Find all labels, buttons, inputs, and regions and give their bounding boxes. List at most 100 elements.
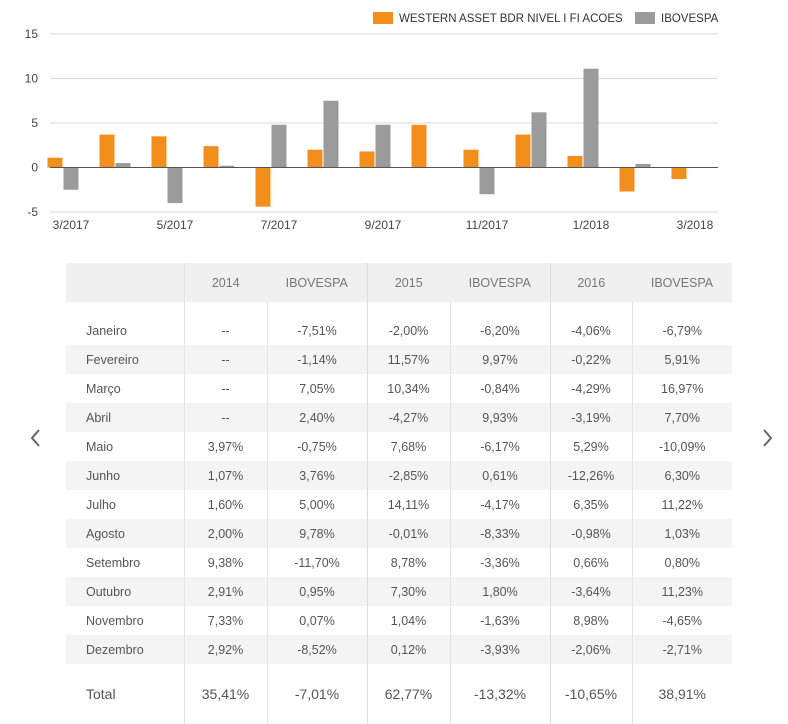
value-cell: -0,01% [366,519,450,548]
table-row: Outubro 2,91% 0,95% 7,30% 1,80% -3,64% 11,23% [66,577,732,606]
header-2015: 2015 [366,263,450,302]
fund-bar-3-2017 [47,157,63,168]
previous-page-button[interactable] [26,426,46,450]
ibovespa-bar-7-2017 [271,124,287,168]
value-cell: 5,91% [631,345,732,374]
value-cell: 0,80% [631,548,732,577]
chart-legend: WESTERN ASSET BDR NIVEL I FI ACOES IBOVES… [373,12,719,25]
value-cell: 0,07% [266,606,367,635]
ibovespa-bar-11-2017 [479,167,495,195]
value-cell: -0,98% [549,519,632,548]
value-cell: 2,00% [183,519,267,548]
month-cell: Setembro [86,555,141,570]
next-page-button[interactable] [757,426,777,450]
total-value-cell: -13,32% [449,664,550,724]
table-row: Agosto 2,00% 9,78% -0,01% -8,33% -0,98% 1,03% [66,519,732,548]
fund-bar-12-2017 [515,134,531,168]
value-cell: -4,65% [631,606,732,635]
table-row: Novembro 7,33% 0,07% 1,04% -1,63% 8,98% -4,65% [66,606,732,635]
value-cell: -12,26% [549,461,632,490]
y-tick-label: 10 [25,72,39,86]
table-spacer [66,302,732,316]
y-tick-label: 0 [31,161,38,175]
month-cell: Junho [66,461,184,490]
value-cell: -10,09% [631,432,732,461]
table-row: Março -- 7,05% 10,34% -0,84% -4,29% 16,97% [66,374,732,403]
value-cell: -1,14% [266,345,367,374]
y-tick-label: -5 [27,205,38,219]
x-axis: 3/2017 5/2017 7/2017 9/2017 11/2017 1/2018 3/2… [53,218,714,232]
total-value-cell: -10,65% [549,664,632,724]
chevron-left-icon [30,429,40,447]
x-tick-label: 5/2017 [157,218,194,232]
value-cell: 0,12% [366,635,450,664]
fund-bar-9-2017 [359,151,375,168]
legend-label-fund: WESTERN ASSET BDR NIVEL I FI ACOES [399,13,623,25]
total-value-cell: 35,41% [183,664,267,724]
fund-bar-11-2017 [463,149,479,168]
header-ibovespa-2016: IBOVESPA [632,263,732,302]
value-cell: 5,00% [266,490,367,519]
month-cell: Março [86,381,121,396]
total-label: Total [86,686,116,702]
fund-bar-3-2018 [671,167,687,180]
value-cell: -11,70% [266,548,367,577]
month-cell: Abril [66,403,184,432]
value-cell: -4,06% [549,316,632,345]
table-row: Maio 3,97% -0,75% 7,68% -6,17% 5,29% -10,09% [66,432,732,461]
ibovespa-bar-8-2017 [323,100,339,168]
value-cell: 9,97% [449,345,550,374]
value-cell: 5,29% [549,432,632,461]
value-cell: 16,97% [631,374,732,403]
value-cell: 1,07% [183,461,267,490]
legend-label-ibovespa: IBOVESPA [661,13,719,25]
value-cell: 0,95% [266,577,367,606]
table-row: Abril -- 2,40% -4,27% 9,93% -3,19% 7,70% [66,403,732,432]
value-cell: -3,36% [449,548,550,577]
total-value-cell: 38,91% [631,664,732,724]
header-month [66,263,184,302]
value-cell: -4,29% [549,374,632,403]
value-cell: -8,33% [449,519,550,548]
value-cell: 7,33% [183,606,267,635]
value-cell: 3,97% [183,432,267,461]
x-tick-label: 9/2017 [365,218,402,232]
value-cell: -- [183,403,267,432]
value-cell: 0,61% [449,461,550,490]
value-cell: -4,27% [366,403,450,432]
header-2016: 2016 [549,263,632,302]
table-row: Dezembro 2,92% -8,52% 0,12% -3,93% -2,06% -2,7… [66,635,732,664]
value-cell: -4,17% [449,490,550,519]
value-cell: -- [183,374,267,403]
monthly-returns-table-container: 2014 IBOVESPA 2015 IBOVESPA 2016 IBOVESP… [66,263,732,724]
month-cell: Fevereiro [66,345,184,374]
total-value-cell: -7,01% [266,664,367,724]
value-cell: -1,63% [449,606,550,635]
ibovespa-bar-3-2017 [63,167,79,190]
value-cell: 0,66% [549,548,632,577]
table-header-row: 2014 IBOVESPA 2015 IBOVESPA 2016 IBOVESP… [66,263,732,302]
value-cell: 2,40% [266,403,367,432]
value-cell: 11,23% [631,577,732,606]
value-cell: 6,30% [631,461,732,490]
value-cell: -0,22% [549,345,632,374]
y-tick-label: 5 [31,116,38,130]
value-cell: 7,68% [366,432,450,461]
value-cell: 11,57% [366,345,450,374]
value-cell: 8,98% [549,606,632,635]
month-cell: Novembro [86,613,144,628]
value-cell: -2,00% [366,316,450,345]
value-cell: -2,06% [549,635,632,664]
value-cell: -0,84% [449,374,550,403]
value-cell: 11,22% [631,490,732,519]
value-cell: 2,91% [183,577,267,606]
value-cell: 1,80% [449,577,550,606]
y-tick-label: 15 [25,27,39,41]
value-cell: 9,38% [183,548,267,577]
value-cell: 8,78% [366,548,450,577]
month-cell: Agosto [66,519,184,548]
header-2014: 2014 [183,263,267,302]
value-cell: -2,85% [366,461,450,490]
ibovespa-bar-1-2018 [583,68,599,168]
fund-bar-7-2017 [255,167,271,207]
